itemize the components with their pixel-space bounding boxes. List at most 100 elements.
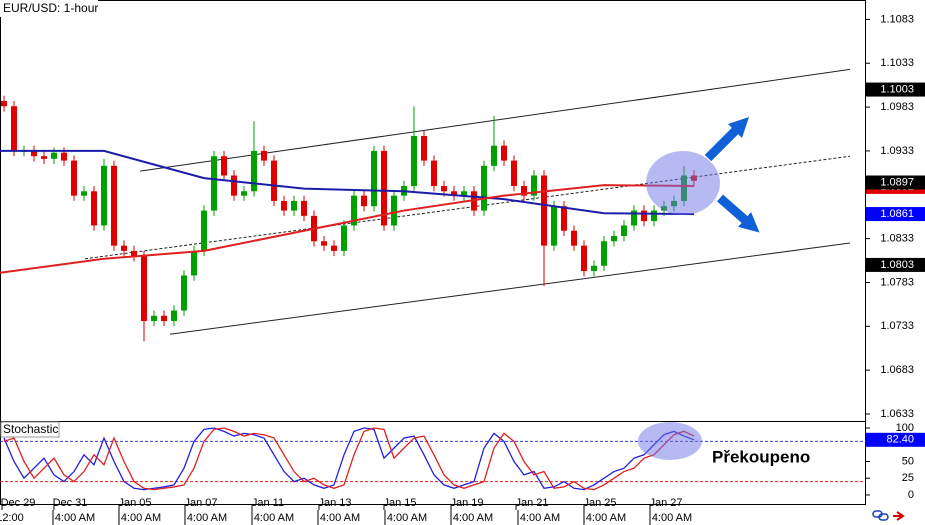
candle-body	[211, 156, 217, 211]
chart-title: EUR/USD: 1-hour	[3, 1, 98, 15]
candle-body	[521, 186, 527, 196]
candle-body	[11, 106, 17, 151]
price-marker	[866, 432, 925, 447]
panel-title: Stochastic	[3, 422, 58, 436]
y-tick-label: 100	[896, 422, 914, 434]
candle-body	[551, 206, 557, 246]
candle-body	[371, 150, 377, 207]
x-tick-label: Jan 27	[649, 497, 682, 509]
candle-body	[51, 152, 57, 159]
y-tick-label: 1.1083	[880, 13, 914, 25]
candle-body	[131, 250, 137, 257]
candle-body	[441, 186, 447, 192]
candle-body	[641, 210, 647, 222]
candle-body	[141, 256, 147, 322]
toolbar-icons[interactable]	[872, 510, 905, 521]
x-tick-label: 4:00 AM	[320, 512, 360, 524]
candle-body	[591, 265, 597, 272]
candle-body	[621, 225, 627, 236]
link-icon[interactable]	[878, 513, 889, 521]
x-tick-label: Jan 11	[252, 497, 284, 509]
candle-body	[651, 210, 657, 222]
x-tick-label: 4:00 AM	[55, 512, 95, 524]
x-tick-label: Jan 25	[583, 497, 616, 509]
candle-body	[451, 191, 457, 196]
x-tick-label: 4:00 AM	[187, 512, 227, 524]
candle-body	[121, 245, 127, 251]
stochastic-frame	[0, 421, 866, 505]
x-tick-label: Dec 29	[1, 497, 36, 509]
candle-body	[361, 195, 367, 207]
candle-body	[531, 175, 537, 196]
price-marker	[866, 82, 925, 97]
y-tick-label: 0	[908, 489, 914, 501]
candle-body	[511, 160, 517, 187]
candle-body	[31, 150, 37, 157]
y-tick-label: 1.1033	[880, 57, 914, 69]
x-tick-label: Jan 07	[184, 497, 217, 509]
candle-body	[191, 250, 197, 276]
candle-body	[161, 315, 167, 322]
x-tick-label: 4:00 AM	[652, 512, 692, 524]
x-tick-label: 4:00 AM	[453, 512, 493, 524]
moving-average	[0, 149, 695, 216]
x-tick-label: 4:00 AM	[387, 512, 427, 524]
candle-body	[41, 156, 47, 159]
candle-body	[381, 150, 387, 226]
x-tick-label: 12:00	[0, 512, 24, 524]
candle-body	[221, 156, 227, 176]
x-tick-label: 4:00 AM	[520, 512, 560, 524]
y-tick-label: 1.0933	[880, 145, 914, 157]
stochastic-line	[3, 427, 695, 491]
title-bg	[0, 0, 98, 17]
candle-body	[581, 245, 587, 272]
candle-body	[431, 160, 437, 187]
candle-body	[541, 175, 547, 246]
candle-body	[81, 191, 87, 196]
y-tick-label: 1.0633	[880, 408, 914, 420]
y-tick-label: 1.0683	[880, 364, 914, 376]
candle-body	[91, 191, 97, 226]
candle-body	[291, 200, 297, 211]
arrow-down	[717, 194, 760, 233]
candle-body	[481, 165, 487, 211]
candle-body	[241, 191, 247, 196]
candle-body	[111, 165, 117, 246]
y-tick-label: 1.0783	[880, 276, 914, 288]
exit-icon[interactable]	[893, 511, 905, 521]
candle-body	[281, 200, 287, 211]
price-marker-label: 1.0861	[880, 208, 914, 220]
arrow-up	[704, 116, 750, 162]
x-tick-label: 4:00 AM	[586, 512, 626, 524]
y-tick-label: 1.0833	[880, 233, 914, 245]
candle-body	[341, 225, 347, 251]
candle-body	[61, 152, 67, 161]
moving-average	[0, 184, 695, 274]
candle-body	[321, 241, 327, 246]
y-tick-label: 1.0983	[880, 101, 914, 113]
candle-body	[631, 210, 637, 226]
annotation: Překoupeno	[712, 447, 810, 466]
x-tick-label: Jan 13	[318, 497, 351, 509]
x-tick-label: 4:00 AM	[254, 512, 294, 524]
price-marker	[866, 175, 925, 190]
candle-body	[351, 195, 357, 226]
y-tick-label: 25	[902, 472, 914, 484]
candle-body	[251, 150, 257, 192]
candle-body	[561, 206, 567, 231]
candle-body	[271, 160, 277, 201]
price-marker-label: 82.40	[886, 434, 914, 446]
candle-body	[491, 145, 497, 166]
price-marker-label: 1.1003	[880, 83, 914, 95]
candle-body	[181, 275, 187, 311]
candle-body	[601, 241, 607, 266]
candle-body	[611, 235, 617, 242]
candle-body	[151, 315, 157, 322]
candle-body	[261, 150, 267, 161]
stochastic-line	[3, 427, 695, 491]
candle-body	[201, 210, 207, 251]
trend-line	[139, 68, 851, 172]
x-tick-label: 4:00 AM	[121, 512, 161, 524]
